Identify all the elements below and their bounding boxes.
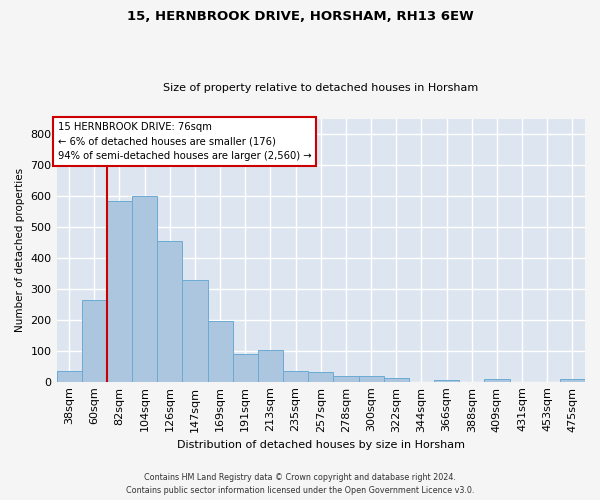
Text: 15, HERNBROOK DRIVE, HORSHAM, RH13 6EW: 15, HERNBROOK DRIVE, HORSHAM, RH13 6EW [127, 10, 473, 23]
Text: 15 HERNBROOK DRIVE: 76sqm
← 6% of detached houses are smaller (176)
94% of semi-: 15 HERNBROOK DRIVE: 76sqm ← 6% of detach… [58, 122, 311, 162]
Bar [82, 300, 107, 382]
Bar [308, 372, 334, 382]
Text: Contains HM Land Registry data © Crown copyright and database right 2024.
Contai: Contains HM Land Registry data © Crown c… [126, 474, 474, 495]
Bar [182, 280, 208, 382]
Bar [258, 350, 283, 382]
Bar [132, 196, 157, 382]
Bar [157, 241, 182, 382]
Bar [560, 379, 585, 382]
X-axis label: Distribution of detached houses by size in Horsham: Distribution of detached houses by size … [177, 440, 465, 450]
Bar [334, 376, 359, 382]
Bar [359, 376, 383, 382]
Bar [107, 200, 132, 382]
Bar [283, 371, 308, 382]
Bar [208, 322, 233, 382]
Bar [434, 380, 459, 382]
Bar [56, 371, 82, 382]
Bar [484, 379, 509, 382]
Bar [383, 378, 409, 382]
Y-axis label: Number of detached properties: Number of detached properties [15, 168, 25, 332]
Bar [233, 354, 258, 382]
Title: Size of property relative to detached houses in Horsham: Size of property relative to detached ho… [163, 83, 478, 93]
